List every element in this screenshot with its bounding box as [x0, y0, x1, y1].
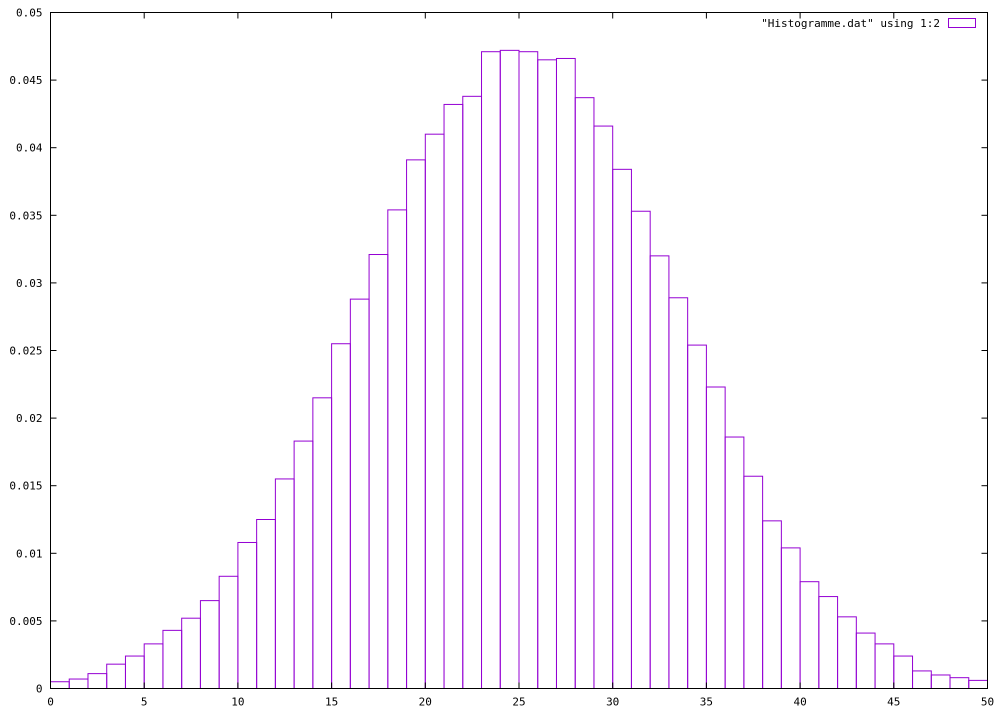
- histogram-bar: [893, 655, 914, 689]
- y-tick-label: 0.05: [16, 7, 43, 20]
- histogram-bar: [481, 51, 501, 689]
- y-tick-label: 0.035: [9, 209, 42, 222]
- y-tick-label: 0: [36, 683, 43, 696]
- y-tick-labels: 0 0.005 0.01 0.015 0.02 0.025 0.03 0.035 0.04 0.0…: [9, 7, 42, 696]
- histogram-bar: [50, 681, 70, 689]
- histogram-bar: [705, 386, 726, 689]
- histogram-bar: [499, 49, 520, 689]
- histogram-bar: [912, 670, 932, 690]
- histogram-bar: [424, 133, 445, 689]
- histogram-bar: [762, 520, 782, 689]
- histogram-bar: [724, 436, 745, 690]
- histogram-bar: [837, 616, 857, 689]
- histogram-bar: [537, 59, 557, 689]
- legend-swatch: [948, 18, 976, 28]
- x-tick-labels: 0 5 10 15 20 25 30 35 40 45 50: [47, 696, 994, 709]
- histogram-bar: [274, 478, 295, 689]
- histogram-bar: [237, 541, 258, 690]
- histogram-bar: [593, 125, 614, 690]
- histogram-bar: [106, 663, 126, 690]
- x-tick-label: 25: [512, 696, 525, 709]
- histogram-bar: [930, 674, 951, 689]
- histogram-bar: [443, 103, 464, 690]
- x-tick-label: 0: [47, 696, 54, 709]
- y-tick-label: 0.025: [9, 345, 42, 358]
- histogram-bar: [612, 168, 632, 690]
- histogram-bar: [968, 679, 989, 689]
- histogram-bar: [555, 57, 576, 689]
- histogram-bar: [574, 97, 595, 689]
- x-tick-label: 40: [793, 696, 806, 709]
- histogram-bar: [949, 677, 970, 690]
- histogram-bar: [818, 596, 839, 690]
- y-tick-label: 0.045: [9, 74, 42, 87]
- histogram-bar: [87, 673, 108, 689]
- histogram-bar: [799, 581, 820, 690]
- histogram-bar: [199, 600, 220, 689]
- histogram-bar: [124, 655, 145, 689]
- histogram-bar: [256, 519, 276, 689]
- histogram-bar: [331, 343, 351, 689]
- y-tick-label: 0.02: [16, 412, 43, 425]
- histogram-bar: [312, 397, 333, 689]
- histogram-bar: [649, 255, 670, 690]
- histogram-bar: [855, 632, 876, 689]
- histogram-bar: [743, 475, 764, 689]
- histogram-bar: [68, 678, 89, 690]
- x-tick-label: 20: [419, 696, 432, 709]
- histogram-bars: [50, 49, 989, 690]
- x-tick-label: 15: [325, 696, 338, 709]
- histogram-bar: [218, 575, 239, 689]
- x-tick-label: 35: [700, 696, 713, 709]
- histogram-bar: [687, 344, 707, 689]
- histogram-bar: [630, 210, 651, 690]
- x-tick-label: 30: [606, 696, 619, 709]
- histogram-bar: [143, 643, 164, 689]
- y-tick-label: 0.015: [9, 480, 42, 493]
- y-tick-label: 0.04: [16, 142, 43, 155]
- histogram-bar: [387, 209, 408, 689]
- y-tick-label: 0.03: [16, 277, 43, 290]
- histogram-bar: [668, 297, 689, 689]
- histogram-bar: [368, 254, 389, 689]
- histogram-bar: [349, 298, 370, 689]
- x-tick-label: 50: [981, 696, 994, 709]
- x-tick-label: 5: [141, 696, 148, 709]
- histogram-bar: [181, 617, 201, 689]
- histogram-bar: [406, 159, 426, 690]
- histogram-bar: [874, 643, 895, 689]
- histogram-bar: [518, 51, 539, 689]
- legend: "Histogramme.dat" using 1:2: [761, 17, 976, 30]
- legend-label: "Histogramme.dat" using 1:2: [761, 17, 940, 30]
- x-tick-label: 45: [887, 696, 900, 709]
- x-tick-label: 10: [231, 696, 244, 709]
- y-tick-label: 0.01: [16, 547, 43, 560]
- histogram-bar: [293, 440, 314, 690]
- plot-frame: [50, 12, 988, 689]
- histogram-bar: [780, 547, 801, 690]
- y-tick-label: 0.005: [9, 615, 42, 628]
- histogram-bar: [462, 95, 483, 690]
- histogram-bar: [162, 629, 183, 690]
